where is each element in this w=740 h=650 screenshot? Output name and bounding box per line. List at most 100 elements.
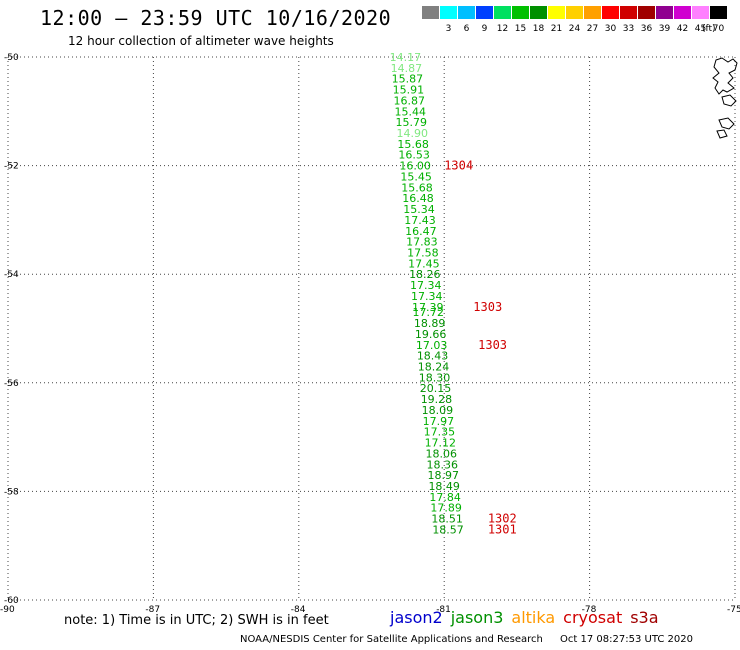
- lon-tick-label: -78: [582, 605, 597, 615]
- wave-height-label: 20.15: [420, 382, 452, 395]
- time-marker-label: 1303: [473, 300, 502, 314]
- wave-height-label: 17.97: [423, 415, 455, 428]
- wave-height-label: 15.68: [397, 138, 429, 151]
- color-swatch: [692, 6, 709, 19]
- wave-height-label: 19.28: [421, 393, 453, 406]
- wave-height-label: 18.49: [428, 480, 460, 493]
- wave-height-label: 17.12: [425, 437, 457, 450]
- wave-height-label: 16.48: [402, 192, 434, 205]
- time-marker-label: 1303: [478, 338, 507, 352]
- wave-height-label: 18.06: [426, 447, 458, 460]
- color-swatch-label: 33: [622, 24, 635, 34]
- wave-height-label: 16.53: [398, 149, 430, 162]
- latitude-labels: -50 -52 -54 -56 -58 -60: [4, 53, 19, 606]
- wave-height-label: 17.35: [424, 426, 456, 439]
- wave-height-label: 15.45: [400, 170, 432, 183]
- color-swatch-label: 42: [676, 24, 689, 34]
- wave-height-label: 17.89: [430, 502, 462, 515]
- lon-tick-label: -90: [0, 605, 15, 615]
- wave-height-label: 17.83: [406, 236, 438, 249]
- wave-height-label: 15.91: [393, 84, 425, 97]
- color-swatch: [476, 6, 493, 19]
- wave-height-label: 18.57: [432, 523, 464, 536]
- color-swatch: [656, 6, 673, 19]
- color-swatch: [638, 6, 655, 19]
- wave-height-label: 17.45: [408, 257, 440, 270]
- wave-height-label: 16.87: [394, 94, 426, 107]
- wave-height-label: 15.34: [403, 203, 435, 216]
- color-swatch: [458, 6, 475, 19]
- lat-tick-label: -54: [4, 270, 19, 280]
- lat-tick-label: -60: [4, 596, 19, 606]
- color-swatch: [710, 6, 727, 19]
- color-swatch-label: 24: [568, 24, 581, 34]
- time-marker-label: 1304: [444, 159, 473, 173]
- map-grid: [7, 56, 736, 601]
- wave-height-label: 19.66: [415, 328, 447, 341]
- wave-height-label: 18.24: [418, 361, 450, 374]
- color-swatch-label: 15: [514, 24, 527, 34]
- wave-height-label: 18.26: [409, 268, 441, 281]
- color-swatch-label: 45: [694, 24, 707, 34]
- satellite-legend-item: jason2: [390, 608, 443, 627]
- footer-timestamp: Oct 17 08:27:53 UTC 2020: [560, 634, 693, 645]
- color-swatch-label: 39: [658, 24, 671, 34]
- lon-tick-label: -81: [436, 605, 451, 615]
- color-swatch: [566, 6, 583, 19]
- wave-height-label: 15.44: [395, 105, 427, 118]
- color-swatch-label: 12: [496, 24, 509, 34]
- color-swatch-label: 36: [640, 24, 653, 34]
- wave-height-label: 17.84: [429, 491, 461, 504]
- wave-height-label: 17.34: [411, 290, 443, 303]
- coastline: [712, 57, 738, 139]
- longitude-labels: -90 -87 -84 -81 -78 -75: [0, 605, 740, 615]
- color-swatch-label: 30: [604, 24, 617, 34]
- satellite-legend-item: cryosat: [563, 608, 623, 627]
- wave-height-label: 17.03: [416, 339, 448, 352]
- wave-height-label: 16.00: [399, 160, 431, 173]
- subtitle: 12 hour collection of altimeter wave hei…: [68, 34, 334, 48]
- lat-tick-label: -52: [4, 162, 19, 172]
- color-swatch-label: 70: [712, 24, 725, 34]
- lon-tick-label: -75: [727, 605, 740, 615]
- lon-tick-label: -84: [291, 605, 306, 615]
- lat-tick-label: -56: [4, 379, 19, 389]
- footer: NOAA/NESDIS Center for Satellite Applica…: [240, 634, 707, 645]
- color-swatch-label: 6: [463, 24, 470, 34]
- wave-height-label: 16.47: [405, 225, 437, 238]
- color-swatch: [530, 6, 547, 19]
- color-swatch-label: 21: [550, 24, 563, 34]
- color-swatch: [548, 6, 565, 19]
- wave-height-label: 17.34: [410, 279, 442, 292]
- satellite-legend-item: s3a: [630, 608, 659, 627]
- wave-height-label: 18.09: [422, 404, 454, 417]
- wave-height-label: 17.58: [407, 246, 439, 259]
- color-swatch: [422, 6, 439, 19]
- color-swatch: [674, 6, 691, 19]
- color-swatch: [620, 6, 637, 19]
- wave-height-label: 18.89: [414, 317, 446, 330]
- wave-height-label: 18.97: [427, 469, 459, 482]
- wave-height-label: 17.39: [412, 301, 444, 314]
- lat-tick-label: -50: [4, 53, 19, 63]
- time-marker-label: 1302: [488, 512, 517, 526]
- satellite-legend-item: altika: [511, 608, 556, 627]
- lat-tick-label: -58: [4, 487, 19, 497]
- color-swatch-label: 3: [445, 24, 452, 34]
- wave-height-label: 15.87: [392, 73, 424, 86]
- color-swatch-label: 18: [532, 24, 545, 34]
- color-swatch: [494, 6, 511, 19]
- satellite-legend-item: jason3: [450, 608, 504, 627]
- color-swatch: [440, 6, 457, 19]
- color-swatch-label: 27: [586, 24, 599, 34]
- wave-height-label: 18.36: [427, 458, 459, 471]
- color-swatch: [512, 6, 529, 19]
- lon-tick-label: -87: [145, 605, 160, 615]
- color-scale-unit: (ft): [702, 24, 716, 34]
- wave-height-label: 14.90: [396, 127, 428, 140]
- footer-credit: NOAA/NESDIS Center for Satellite Applica…: [240, 634, 543, 645]
- wave-height-label: 14.17: [390, 51, 422, 64]
- wave-height-label: 18.51: [431, 513, 463, 526]
- wave-height-label: 15.79: [395, 116, 427, 129]
